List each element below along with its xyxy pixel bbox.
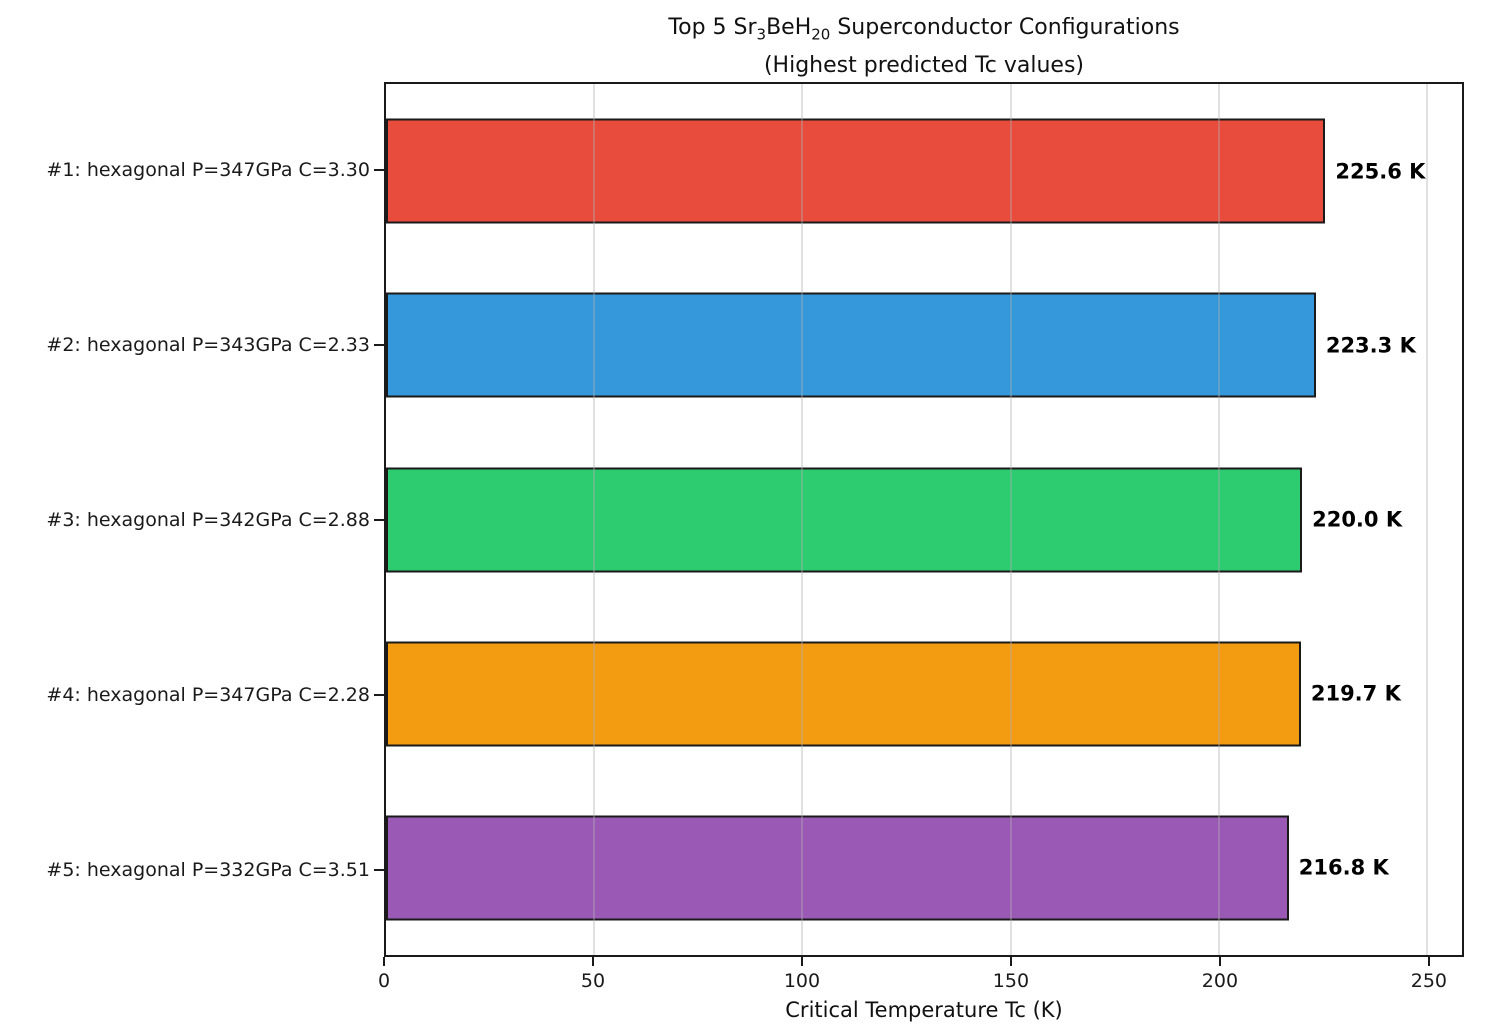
bar-row: 219.7 K: [386, 641, 1462, 747]
x-tick-mark: [1427, 957, 1430, 966]
y-tick-mark: [374, 693, 384, 696]
gridline-x-150: [1009, 84, 1012, 955]
y-tick-mark: [374, 518, 384, 521]
x-tick-mark: [1218, 957, 1221, 966]
bar: [386, 118, 1326, 224]
y-tick-label: #5: hexagonal P=332GPa C=3.51: [46, 858, 370, 881]
y-tick-label: #2: hexagonal P=343GPa C=2.33: [46, 333, 370, 356]
bar-row: 216.8 K: [386, 815, 1462, 921]
gridline-x-250: [1426, 84, 1429, 955]
gridline-x-50: [593, 84, 596, 955]
x-axis-title: Critical Temperature Tc (K): [785, 998, 1063, 1022]
bar: [386, 641, 1301, 747]
bar-value-label: 223.3 K: [1325, 333, 1416, 358]
y-tick-label: #4: hexagonal P=347GPa C=2.28: [46, 683, 370, 706]
x-tick-label: 100: [783, 970, 821, 992]
y-tick-label: #3: hexagonal P=342GPa C=2.88: [46, 508, 370, 531]
gridline-x-100: [801, 84, 804, 955]
bar-value-label: 220.0 K: [1312, 507, 1403, 532]
y-tick-mark: [374, 343, 384, 346]
y-tick-label: #1: hexagonal P=347GPa C=3.30: [46, 158, 370, 181]
bar-row: 220.0 K: [386, 467, 1462, 572]
x-tick-mark: [383, 957, 385, 966]
x-tick-mark: [1009, 957, 1012, 966]
bar-value-label: 219.7 K: [1310, 681, 1401, 706]
x-tick-label: 250: [1410, 970, 1448, 992]
x-tick-label: 150: [992, 970, 1030, 992]
chart-subtitle: (Highest predicted Tc values): [763, 53, 1085, 79]
bar-value-label: 225.6 K: [1335, 159, 1426, 184]
y-tick-mark: [374, 868, 384, 871]
bar: [386, 292, 1316, 398]
bar-row: 223.3 K: [386, 292, 1462, 398]
bar: [386, 815, 1289, 921]
y-tick-mark: [374, 168, 384, 171]
plot-area: 225.6 K 223.3 K 220.0 K 219.7 K 216.8 K: [384, 82, 1464, 957]
gridline-x-200: [1217, 84, 1220, 955]
bar-value-label: 216.8 K: [1298, 855, 1389, 880]
chart-title-line1: Top 5 Sr3BeH20 Superconductor Configurat…: [668, 15, 1180, 44]
bar-row: 225.6 K: [386, 118, 1462, 224]
chart-title: Top 5 Sr3BeH20 Superconductor Configurat…: [384, 12, 1464, 81]
x-tick-label: 50: [580, 970, 606, 992]
x-tick-mark: [591, 957, 594, 966]
x-tick-label: 200: [1201, 970, 1239, 992]
x-tick-label: 0: [377, 970, 391, 992]
x-tick-mark: [800, 957, 803, 966]
bar: [386, 467, 1303, 572]
